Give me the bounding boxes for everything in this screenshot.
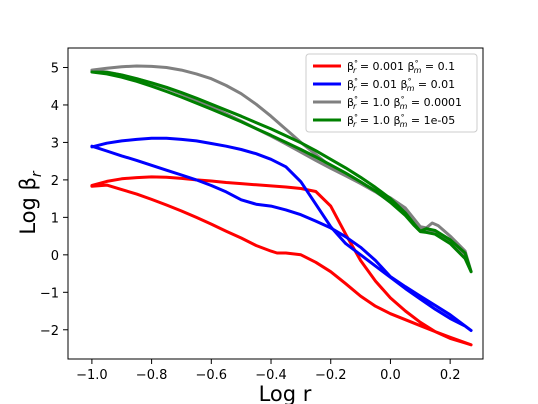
x-tick-label: −0.2 xyxy=(315,368,347,383)
x-tick-label: −0.6 xyxy=(196,368,228,383)
y-tick-label: 4 xyxy=(51,99,59,114)
y-tick-label: 0 xyxy=(51,249,59,264)
series-line-2 xyxy=(90,136,473,332)
x-axis-label: Log r xyxy=(259,382,312,404)
legend-label-3: β° r = 1.0 β° m = 0.0001 xyxy=(347,95,462,111)
y-tick-label: 5 xyxy=(51,61,59,76)
x-tick-label: 0.2 xyxy=(440,368,461,383)
series-line-1 xyxy=(90,175,473,347)
y-axis-label: Log βr xyxy=(16,170,45,235)
y-axis-label-subscript: r xyxy=(29,170,45,177)
plot-frame xyxy=(67,47,484,360)
y-tick-label: 1 xyxy=(51,211,59,226)
legend-label-4: β° r = 1.0 β° m = 1e-05 xyxy=(347,113,455,129)
x-axis: −1.0 −0.8 −0.6 −0.4 −0.2 0.0 0.2 xyxy=(76,359,461,383)
x-tick-label: −0.4 xyxy=(255,368,287,383)
y-tick-label: 3 xyxy=(51,136,59,151)
x-tick-label: −0.8 xyxy=(136,368,168,383)
y-tick-label: 2 xyxy=(51,174,59,189)
y-axis: −2 −1 0 1 2 3 4 5 xyxy=(40,61,68,339)
series-line-4 xyxy=(90,70,473,274)
x-tick-label: −1.0 xyxy=(76,368,108,383)
series-layer xyxy=(90,64,473,347)
y-axis-label-main: Log β xyxy=(16,177,40,235)
y-tick-label: −1 xyxy=(40,286,59,301)
legend-box xyxy=(305,53,478,133)
legend: β° r = 0.001 β° m = 0.1 β° r = 0.01 β° m = 0.… xyxy=(305,53,478,133)
legend-label-1: β° r = 0.001 β° m = 0.1 xyxy=(347,59,455,75)
legend-label-2: β° r = 0.01 β° m = 0.01 xyxy=(347,77,455,93)
y-tick-label: −2 xyxy=(40,324,59,339)
x-tick-label: 0.0 xyxy=(380,368,401,383)
